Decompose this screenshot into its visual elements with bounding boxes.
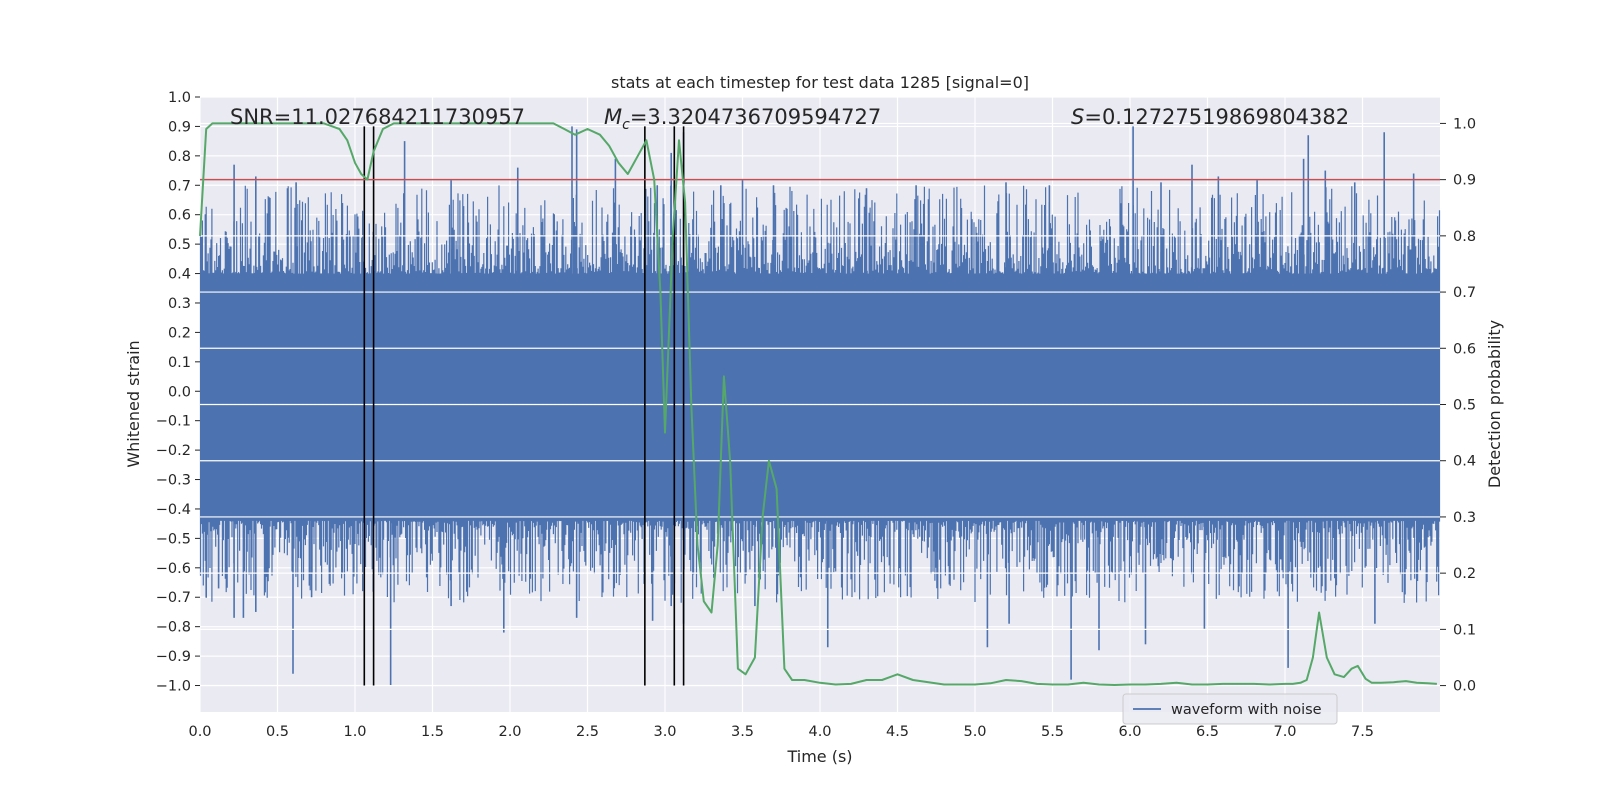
y-tick-label: 0.7	[168, 178, 191, 194]
waveform-spikes	[199, 126, 1441, 686]
s-value: =0.12727519869804382	[1084, 105, 1349, 129]
y2-tick-label: 0.4	[1453, 454, 1476, 470]
y-tick-label: −0.1	[156, 414, 191, 430]
detection-probability-series	[199, 122, 1437, 686]
mc-symbol: M	[604, 105, 622, 129]
x-tick-label: 6.5	[1196, 724, 1219, 740]
x-tick-label: 1.0	[343, 724, 366, 740]
y-axis-title: Whitened strain	[124, 340, 143, 467]
y-tick-label: 0.0	[168, 384, 191, 400]
y2-tick-label: 0.8	[1453, 229, 1476, 245]
x-tick-label: 4.0	[808, 724, 831, 740]
y2-tick-label: 0.1	[1453, 622, 1476, 638]
s-annotation: S=0.12727519869804382	[1071, 105, 1349, 129]
y-tick-label: −0.4	[156, 502, 191, 518]
y-tick-label: 0.4	[168, 267, 191, 283]
y2-tick-label: 1.0	[1453, 116, 1476, 132]
y-axis-ticks: 1.0 0.9 0.8 0.7 0.6 0.5 0.4 0.3 0.2 0.1 0.0 −0.1 −0.…	[156, 90, 200, 695]
vertical-marker-lines	[363, 126, 685, 686]
x-tick-label: 0.0	[188, 724, 211, 740]
x-tick-label: 7.5	[1351, 724, 1374, 740]
y-tick-label: −0.8	[156, 620, 191, 636]
y-tick-label: −0.6	[156, 561, 191, 577]
mc-value: =3.3204736709594727	[630, 105, 881, 129]
x-axis-ticks: 0.0 0.5 1.0 1.5 2.0 2.5 3.0 3.5 4.0 4.5 5.0 5.5 6.0 6…	[188, 724, 1374, 740]
y2-gridlines	[200, 122, 1440, 687]
chart-title: stats at each timestep for test data 128…	[611, 73, 1029, 92]
x-tick-label: 6.0	[1118, 724, 1141, 740]
y2-axis-title: Detection probability	[1485, 320, 1504, 488]
x-tick-label: 4.5	[886, 724, 909, 740]
x-tick-label: 1.5	[421, 724, 444, 740]
y2-tick-label: 0.7	[1453, 285, 1476, 301]
y2-tick-label: 0.9	[1453, 173, 1476, 189]
x-tick-label: 3.0	[653, 724, 676, 740]
mc-subscript: c	[622, 117, 630, 133]
y2-tick-label: 0.0	[1453, 679, 1476, 695]
y-tick-label: 0.8	[168, 149, 191, 165]
y-tick-label: −0.7	[156, 590, 191, 606]
y2-tick-label: 0.6	[1453, 341, 1476, 357]
y2-tick-label: 0.5	[1453, 398, 1476, 414]
y-tick-label: −1.0	[156, 679, 191, 695]
x-tick-label: 2.0	[498, 724, 521, 740]
x-tick-label: 0.5	[266, 724, 289, 740]
y-tick-label: −0.5	[156, 531, 191, 547]
y-tick-label: 0.3	[168, 296, 191, 312]
x-tick-label: 3.5	[731, 724, 754, 740]
x-tick-label: 5.5	[1041, 724, 1064, 740]
y2-axis-ticks: 1.0 0.9 0.8 0.7 0.6 0.5 0.4 0.3 0.2 0.1 0.0	[1440, 116, 1476, 695]
y-tick-label: 0.9	[168, 119, 191, 135]
detection-probability-line	[199, 122, 1437, 686]
y2-tick-label: 0.2	[1453, 566, 1476, 582]
y-tick-label: −0.3	[156, 473, 191, 489]
y-tick-label: 0.6	[168, 208, 191, 224]
mc-annotation: Mc=3.3204736709594727	[604, 105, 881, 133]
x-tick-label: 7.0	[1273, 724, 1296, 740]
s-symbol: S	[1071, 105, 1084, 129]
waveform-noise-spikes	[199, 185, 1441, 603]
y-tick-label: 1.0	[168, 90, 191, 106]
x-axis-title: Time (s)	[786, 747, 852, 766]
y-tick-label: −0.9	[156, 649, 191, 665]
y-tick-label: 0.1	[168, 355, 191, 371]
x-tick-label: 2.5	[576, 724, 599, 740]
legend: waveform with noise	[1122, 693, 1338, 725]
y2-tick-label: 0.3	[1453, 510, 1476, 526]
y-tick-label: 0.5	[168, 237, 191, 253]
y-tick-label: 0.2	[168, 325, 191, 341]
y-tick-label: −0.2	[156, 443, 191, 459]
legend-box	[1122, 693, 1338, 725]
snr-annotation: SNR=11.027684211730957	[230, 105, 525, 129]
legend-label: waveform with noise	[1171, 702, 1322, 718]
x-tick-label: 5.0	[963, 724, 986, 740]
